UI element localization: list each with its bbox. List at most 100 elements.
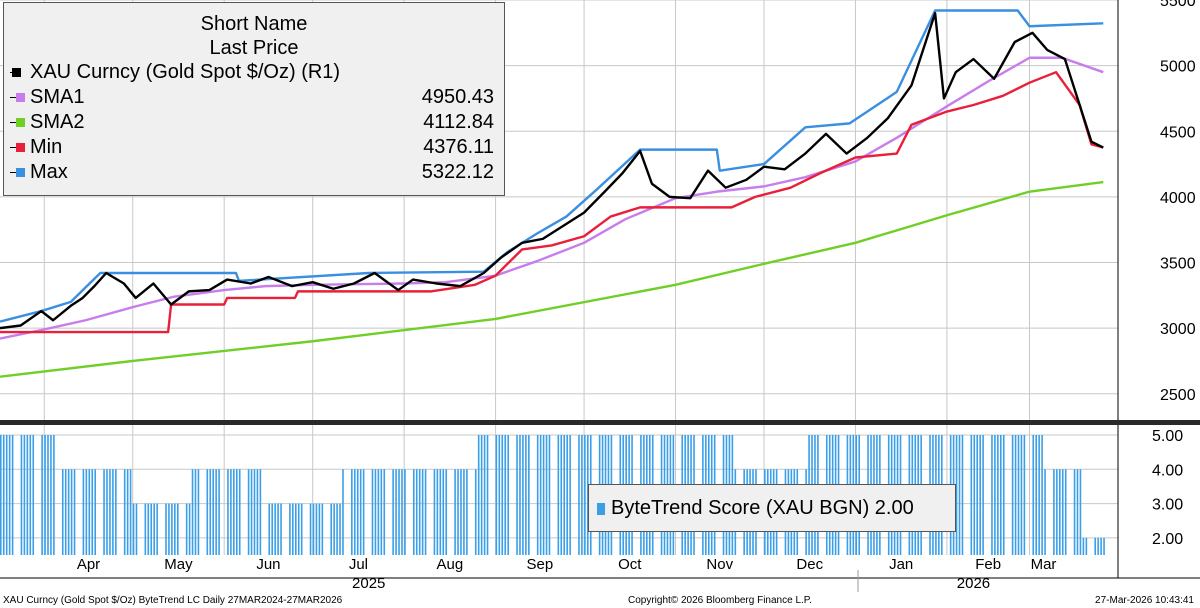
score-bar bbox=[404, 469, 406, 555]
legend-swatch-sma1 bbox=[16, 93, 25, 102]
score-bar bbox=[433, 469, 436, 555]
score-bar bbox=[982, 435, 984, 555]
score-bar bbox=[333, 503, 335, 555]
x-tick-label: Jan bbox=[889, 556, 913, 573]
score-bar bbox=[67, 469, 70, 555]
score-bar bbox=[1100, 537, 1102, 555]
x-year-label: 2026 bbox=[957, 575, 990, 592]
score-bar bbox=[377, 469, 380, 555]
score-y-tick-label: 5.00 bbox=[1152, 428, 1183, 445]
series-line-max bbox=[0, 9, 1104, 323]
score-bar bbox=[29, 435, 32, 555]
score-bar bbox=[339, 503, 341, 555]
legend-line-marker bbox=[10, 122, 18, 123]
score-bar bbox=[474, 469, 477, 555]
score-bar bbox=[380, 469, 383, 555]
x-tick-label: Oct bbox=[618, 556, 642, 573]
legend-label-max: Max bbox=[30, 161, 68, 183]
score-bar bbox=[578, 435, 580, 555]
score-bar bbox=[253, 469, 256, 555]
score-bar bbox=[1014, 435, 1017, 555]
legend-header-last-price: Last Price bbox=[209, 37, 299, 59]
legend-value-sma1: 4950.43 bbox=[421, 86, 494, 108]
score-bar bbox=[215, 469, 217, 555]
score-bar bbox=[129, 469, 132, 555]
legend-entry-gold: XAU Curncy (Gold Spot $/Oz) (R1) bbox=[4, 60, 504, 85]
score-bar bbox=[584, 435, 586, 555]
score-bar bbox=[1073, 469, 1076, 555]
score-bar bbox=[88, 469, 91, 555]
x-tick-label: Mar bbox=[1031, 556, 1057, 573]
score-bar bbox=[1053, 469, 1055, 555]
x-year-label: 2025 bbox=[352, 575, 385, 592]
score-bar bbox=[507, 435, 509, 555]
score-bar bbox=[233, 469, 235, 555]
score-bar bbox=[1061, 469, 1064, 555]
score-bar bbox=[61, 469, 64, 555]
score-bar bbox=[147, 503, 150, 555]
legend-label-sma1: SMA1 bbox=[30, 86, 85, 108]
score-bar bbox=[1020, 435, 1023, 555]
score-bar bbox=[218, 469, 220, 555]
score-bar bbox=[569, 435, 571, 555]
score-bar bbox=[280, 503, 282, 555]
legend-line-marker bbox=[10, 147, 18, 148]
score-bar bbox=[979, 435, 981, 555]
x-tick-label: May bbox=[164, 556, 193, 573]
legend-line-marker bbox=[10, 97, 18, 98]
score-bar bbox=[522, 435, 524, 555]
score-bar bbox=[392, 469, 394, 555]
score-bar bbox=[560, 435, 563, 555]
score-bar bbox=[91, 469, 94, 555]
score-bar bbox=[536, 435, 539, 555]
score-bar bbox=[976, 435, 979, 555]
score-y-tick-label: 3.00 bbox=[1152, 497, 1183, 514]
score-bar bbox=[191, 469, 194, 555]
score-bar bbox=[318, 503, 321, 555]
score-bar bbox=[477, 435, 480, 555]
x-tick-label: Jul bbox=[349, 556, 368, 573]
score-bar bbox=[383, 469, 386, 555]
y-tick-label: 5500 bbox=[1160, 0, 1196, 10]
y-tick-label: 3500 bbox=[1160, 256, 1196, 273]
score-bar bbox=[112, 469, 114, 555]
score-bar bbox=[206, 469, 209, 555]
score-bar bbox=[1076, 469, 1079, 555]
score-bar bbox=[259, 469, 262, 555]
score-legend-value: 2.00 bbox=[874, 497, 914, 519]
legend-entry-sma1: SMA1 4950.43 bbox=[4, 85, 504, 110]
score-bar bbox=[486, 435, 489, 555]
legend-swatch-min bbox=[16, 143, 25, 152]
score-bar bbox=[227, 469, 229, 555]
score-bar bbox=[359, 469, 362, 555]
score-bar bbox=[342, 469, 344, 555]
score-bar bbox=[188, 503, 191, 555]
score-bar bbox=[557, 435, 560, 555]
score-bar bbox=[238, 469, 241, 555]
score-bar bbox=[185, 503, 188, 555]
score-bar bbox=[371, 469, 374, 555]
score-bar bbox=[106, 469, 108, 555]
score-bar bbox=[85, 469, 88, 555]
score-bar bbox=[374, 469, 377, 555]
legend-value-sma2: 4112.84 bbox=[423, 111, 494, 133]
y-tick-label: 3000 bbox=[1160, 321, 1196, 338]
score-bar bbox=[1064, 469, 1067, 555]
score-bar bbox=[250, 469, 253, 555]
score-bar bbox=[23, 435, 26, 555]
score-bar bbox=[1000, 435, 1002, 555]
score-bar bbox=[50, 435, 52, 555]
legend-swatch-sma2 bbox=[16, 118, 25, 127]
score-bar bbox=[11, 435, 14, 555]
score-bar bbox=[457, 469, 459, 555]
score-bar bbox=[271, 503, 273, 555]
score-bar bbox=[73, 469, 76, 555]
legend-entry-min: Min 4376.11 bbox=[4, 135, 504, 160]
score-bar bbox=[424, 469, 427, 555]
score-bar bbox=[1017, 435, 1020, 555]
score-bar bbox=[1097, 537, 1099, 555]
score-bar bbox=[309, 503, 312, 555]
score-bar bbox=[412, 469, 415, 555]
score-bar bbox=[94, 469, 96, 555]
x-tick-label: Feb bbox=[975, 556, 1001, 573]
